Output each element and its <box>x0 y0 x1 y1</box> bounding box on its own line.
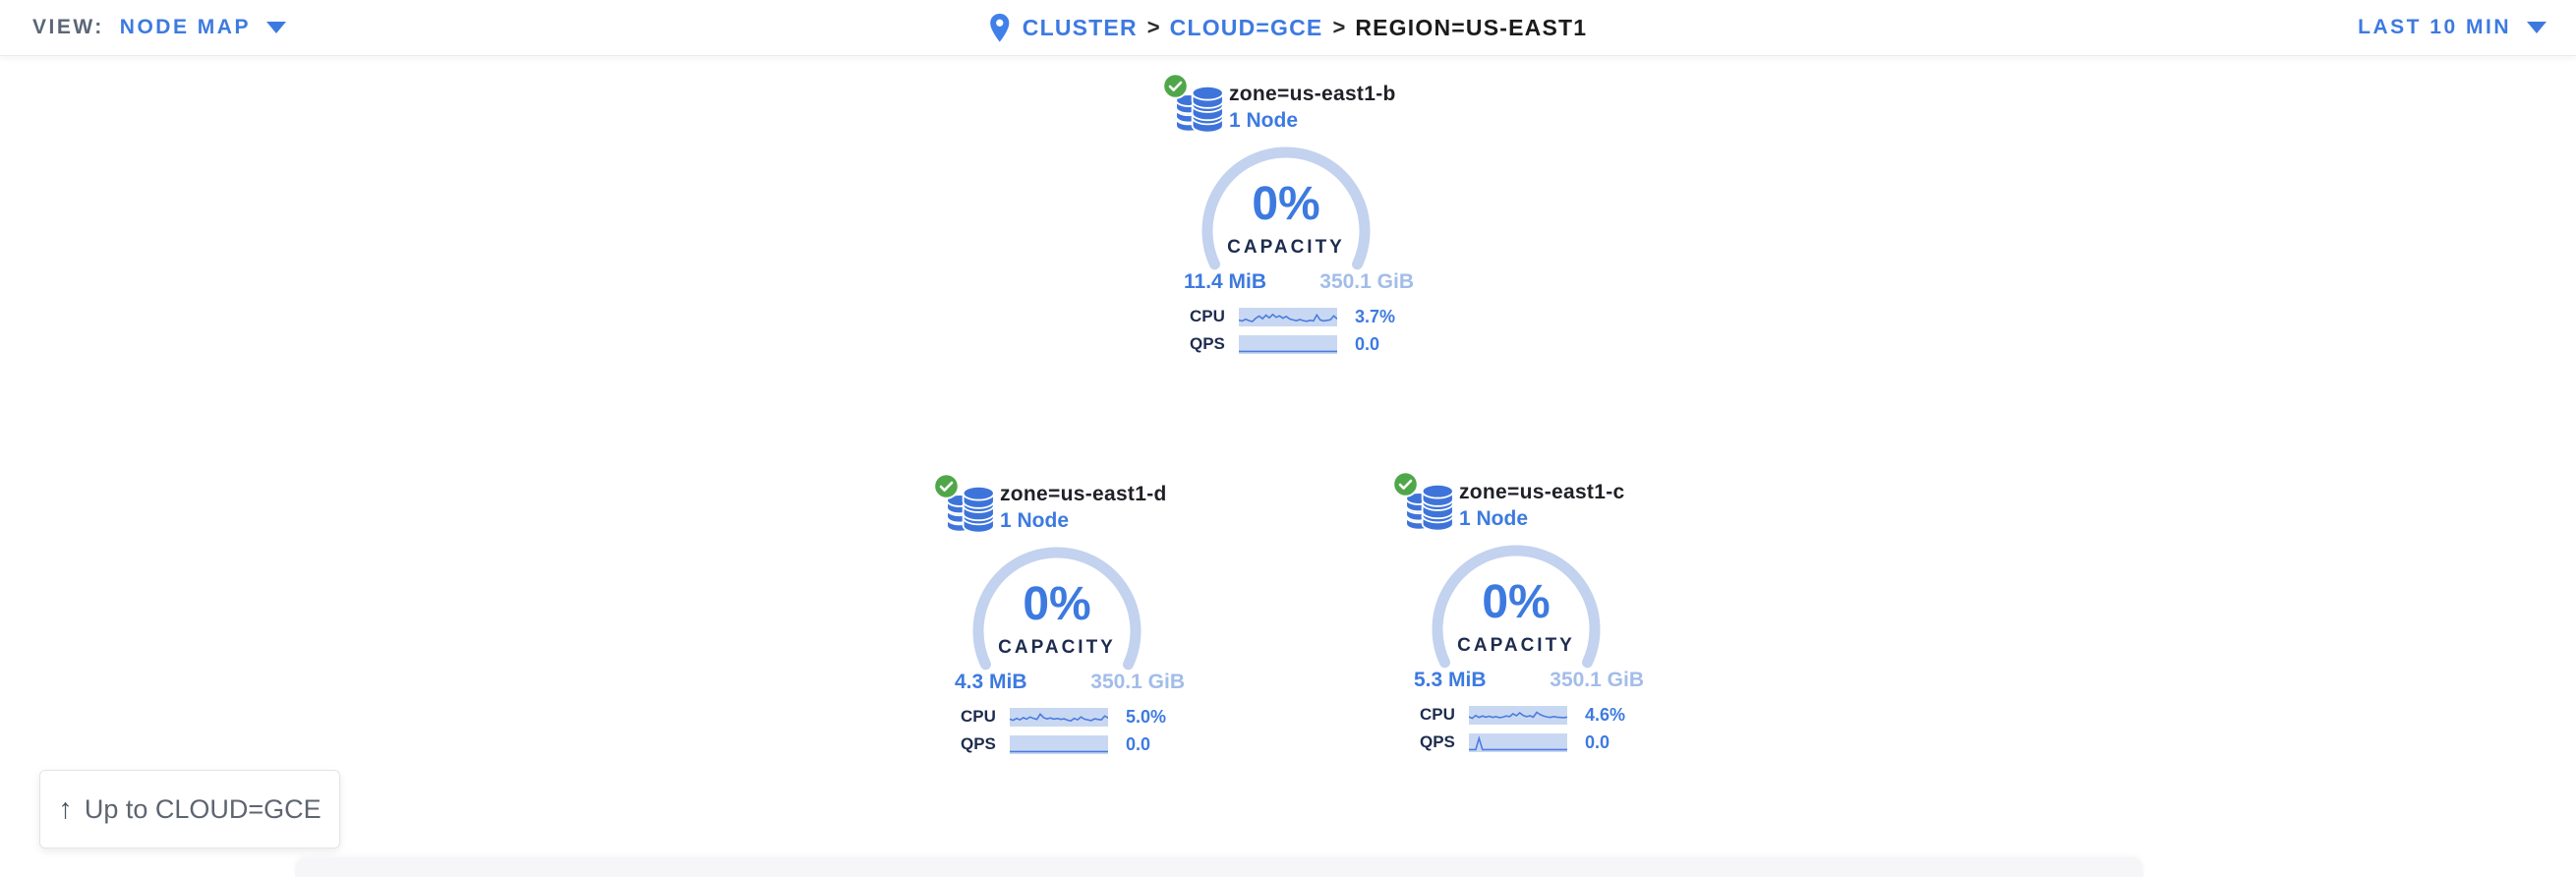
zone-card-us-east1-c[interactable]: zone=us-east1-c 1 Node 0% CAPACITY 5.3 M… <box>1390 464 1650 759</box>
capacity-label: CAPACITY <box>1457 635 1575 656</box>
capacity-usage-row: 5.3 MiB 350.1 GiB <box>1414 669 1644 692</box>
capacity-usage-row: 4.3 MiB 350.1 GiB <box>955 671 1185 694</box>
qps-metric-row: QPS 0.0 <box>961 734 1177 754</box>
cpu-label: CPU <box>1190 307 1225 325</box>
view-label: VIEW: <box>32 16 104 38</box>
zone-node-count[interactable]: 1 Node <box>1459 507 1529 530</box>
breadcrumb-separator: > <box>1332 15 1346 39</box>
up-to-parent-button[interactable]: ↑ Up to CLOUD=GCE <box>39 770 340 848</box>
qps-sparkline <box>1239 334 1337 354</box>
zone-card-us-east1-b[interactable]: zone=us-east1-b 1 Node 0% CAPACITY 11.4 … <box>1160 66 1420 361</box>
capacity-used: 4.3 MiB <box>955 671 1027 693</box>
capacity-percentage: 0% <box>1482 576 1551 628</box>
bottom-panel-edge <box>295 857 2143 877</box>
capacity-total: 350.1 GiB <box>1090 671 1185 693</box>
healthy-check-icon <box>1162 73 1189 99</box>
cpu-metric-row: CPU 4.6% <box>1420 705 1636 725</box>
capacity-used: 11.4 MiB <box>1184 270 1267 293</box>
time-range-value: LAST 10 MIN <box>2358 16 2511 38</box>
cpu-sparkline <box>1010 707 1108 727</box>
up-button-label: Up to CLOUD=GCE <box>84 793 322 824</box>
qps-sparkline <box>1469 732 1567 752</box>
qps-label: QPS <box>961 734 996 753</box>
qps-value: 0.0 <box>1585 731 1610 752</box>
breadcrumb-cloud-gce[interactable]: CLOUD=GCE <box>1169 14 1323 40</box>
capacity-percentage: 0% <box>1252 178 1320 230</box>
map-pin-icon <box>990 13 1010 42</box>
qps-value: 0.0 <box>1126 733 1151 754</box>
cpu-label: CPU <box>961 707 996 726</box>
nodes-stack-icon <box>1405 483 1454 532</box>
qps-metric-row: QPS 0.0 <box>1420 732 1636 752</box>
breadcrumb-current: REGION=US-EAST1 <box>1355 14 1588 40</box>
top-bar: VIEW: NODE MAP CLUSTER > CLOUD=GCE > REG… <box>0 0 2576 56</box>
cpu-metric-row: CPU 3.7% <box>1190 307 1406 326</box>
qps-value: 0.0 <box>1355 333 1380 354</box>
qps-label: QPS <box>1420 732 1455 751</box>
qps-sparkline <box>1010 734 1108 754</box>
cpu-metric-row: CPU 5.0% <box>961 707 1177 727</box>
breadcrumb: CLUSTER > CLOUD=GCE > REGION=US-EAST1 <box>989 0 1587 55</box>
capacity-label: CAPACITY <box>998 637 1116 658</box>
zone-node-count[interactable]: 1 Node <box>1229 109 1299 132</box>
zone-card-us-east1-d[interactable]: zone=us-east1-d 1 Node 0% CAPACITY 4.3 M… <box>931 466 1191 761</box>
qps-label: QPS <box>1190 334 1225 353</box>
capacity-gauge-arc <box>972 547 1142 671</box>
arrow-up-icon: ↑ <box>58 792 73 825</box>
time-range-selector[interactable]: LAST 10 MIN <box>2358 0 2547 55</box>
capacity-usage-row: 11.4 MiB 350.1 GiB <box>1184 270 1414 294</box>
breadcrumb-cluster[interactable]: CLUSTER <box>1022 14 1138 40</box>
capacity-used: 5.3 MiB <box>1414 669 1487 691</box>
view-selector[interactable]: VIEW: NODE MAP <box>32 0 286 55</box>
capacity-total: 350.1 GiB <box>1319 270 1414 293</box>
chevron-down-icon <box>265 22 286 33</box>
capacity-percentage: 0% <box>1023 578 1091 630</box>
view-value: NODE MAP <box>119 16 251 38</box>
zone-title: zone=us-east1-b <box>1229 83 1396 105</box>
cpu-label: CPU <box>1420 705 1455 724</box>
capacity-label: CAPACITY <box>1227 237 1345 258</box>
breadcrumb-separator: > <box>1146 15 1160 39</box>
capacity-gauge-arc <box>1432 545 1601 669</box>
zone-node-count[interactable]: 1 Node <box>1000 509 1070 532</box>
cpu-sparkline <box>1469 705 1567 725</box>
cpu-value: 4.6% <box>1585 704 1626 725</box>
nodes-stack-icon <box>1175 85 1224 134</box>
zone-title: zone=us-east1-c <box>1459 481 1625 503</box>
nodes-stack-icon <box>946 485 995 534</box>
cpu-value: 3.7% <box>1355 306 1396 326</box>
cpu-sparkline <box>1239 307 1337 326</box>
zone-title: zone=us-east1-d <box>1000 483 1167 505</box>
capacity-total: 350.1 GiB <box>1550 669 1644 691</box>
capacity-gauge-arc <box>1201 146 1371 270</box>
chevron-down-icon <box>2527 22 2547 33</box>
healthy-check-icon <box>933 473 960 499</box>
cpu-value: 5.0% <box>1126 706 1167 727</box>
qps-metric-row: QPS 0.0 <box>1190 334 1406 354</box>
healthy-check-icon <box>1392 471 1419 497</box>
